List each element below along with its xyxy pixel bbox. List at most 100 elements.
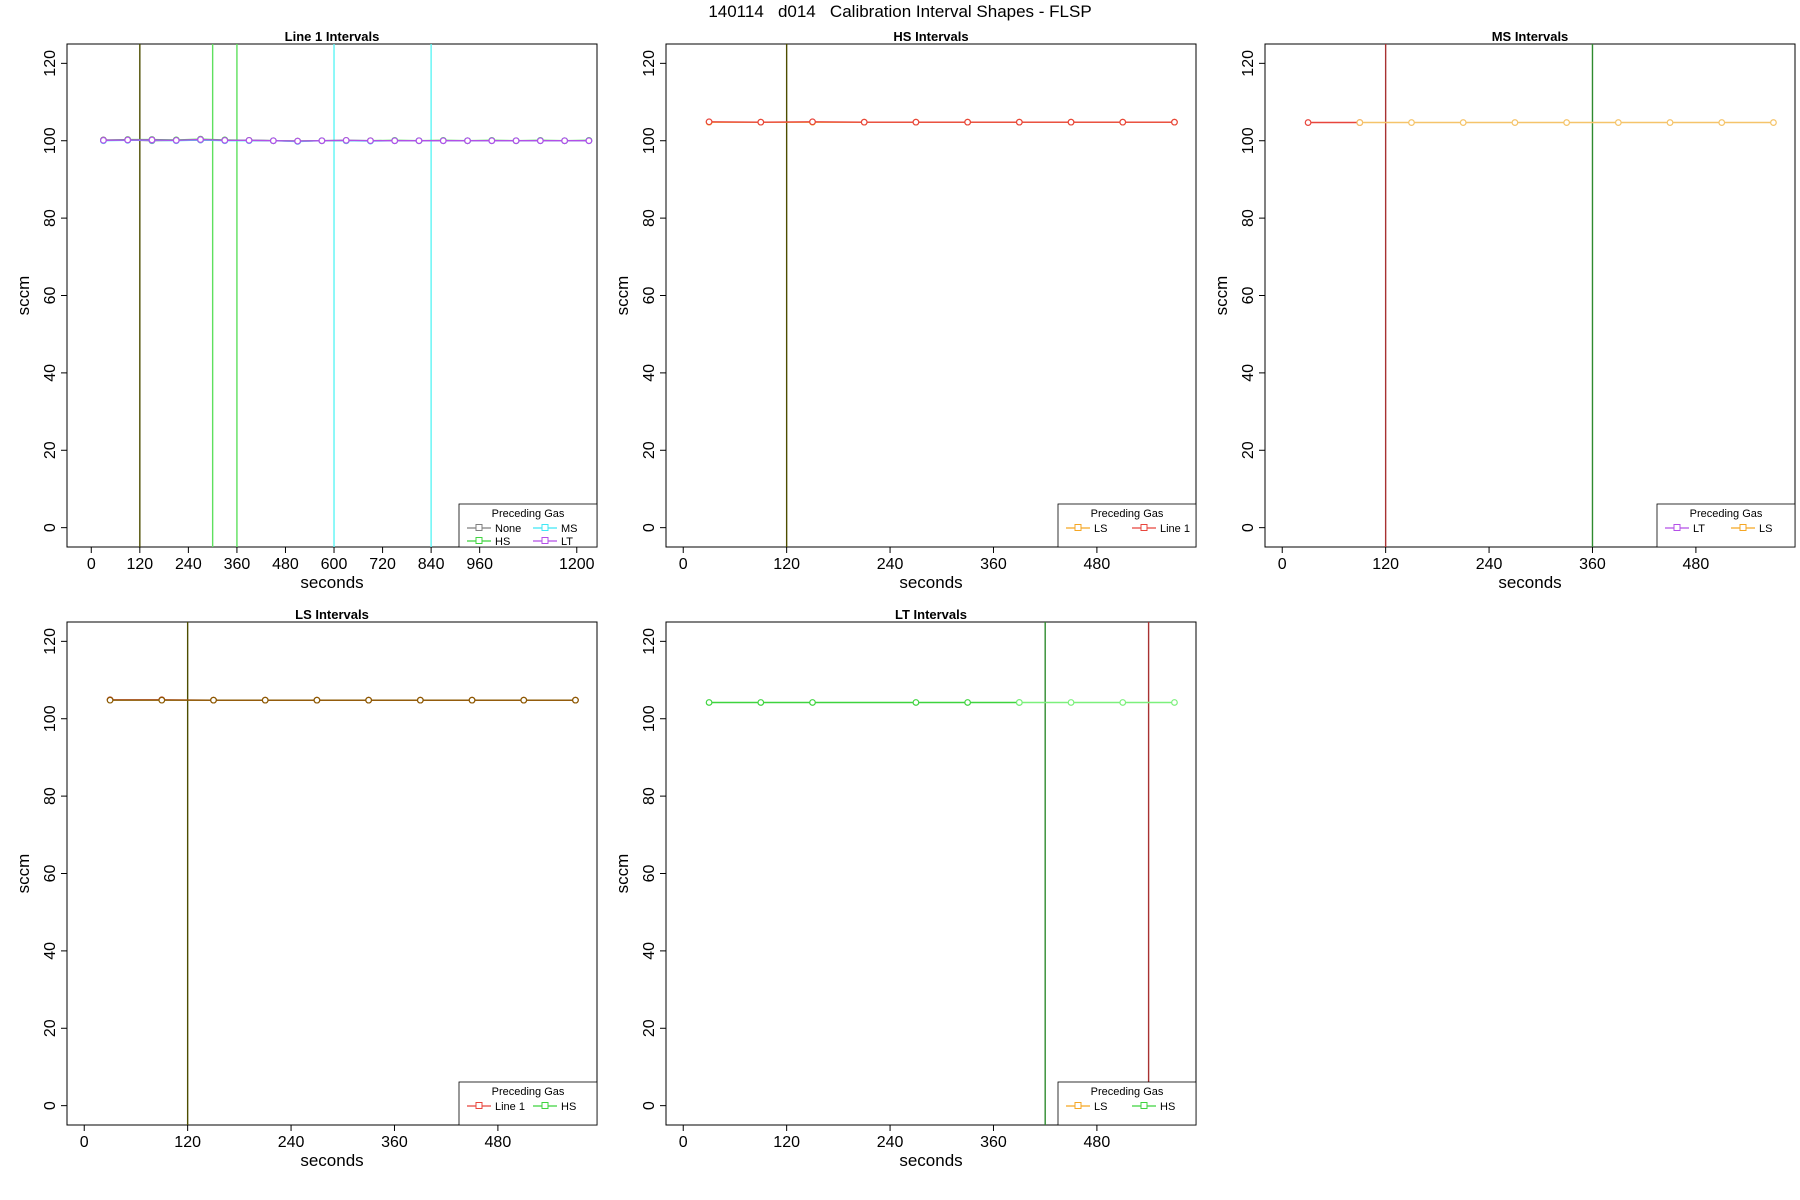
legend-swatch-marker	[1074, 524, 1082, 531]
x-tick-label: 0	[80, 1134, 89, 1151]
x-axis-label: seconds	[300, 1151, 363, 1170]
legend-entry-label: Line 1	[495, 1101, 525, 1113]
data-point	[464, 137, 471, 145]
plot-frame	[665, 43, 1197, 548]
data-point	[1718, 119, 1726, 126]
y-axis-label: sccm	[613, 276, 632, 316]
data-point	[757, 699, 765, 706]
x-tick-label: 360	[1579, 556, 1606, 573]
legend: Preceding Gas LS HS	[1057, 1081, 1197, 1126]
legend: Preceding Gas LT LS	[1656, 503, 1796, 548]
data-point	[1067, 699, 1075, 706]
data-point	[912, 699, 920, 706]
legend-swatch-marker	[1739, 524, 1747, 531]
x-tick-label: 960	[466, 556, 493, 573]
data-point	[1119, 118, 1127, 126]
data-point	[391, 137, 399, 145]
legend-entry-label: LT	[561, 536, 573, 548]
chart-panel-3: MS Intervals 0 120 240 360 480 0 20 40 60 80 100 120…	[1212, 29, 1796, 592]
data-point	[221, 136, 229, 144]
plot-frame	[1264, 43, 1796, 548]
data-point	[468, 696, 476, 704]
chart-panel-4: LS Intervals 0 120 240 360 480 0 20 40 60 80 100 120…	[14, 607, 598, 1170]
y-tick-label: 60	[641, 287, 658, 305]
x-tick-label: 840	[418, 556, 445, 573]
y-tick-label: 80	[641, 787, 658, 805]
x-tick-label: 360	[980, 556, 1007, 573]
y-tick-label: 20	[641, 1019, 658, 1037]
legend-entry-label: MS	[561, 523, 578, 535]
y-tick-label: 100	[1240, 127, 1257, 154]
x-tick-label: 600	[321, 556, 348, 573]
data-point	[1015, 699, 1023, 706]
legend-title: Preceding Gas	[492, 508, 565, 520]
x-axis-label: seconds	[899, 1151, 962, 1170]
x-tick-label: 120	[1372, 556, 1399, 573]
y-tick-label: 80	[1240, 209, 1257, 227]
legend-swatch-marker	[1140, 1102, 1148, 1109]
data-point	[536, 137, 544, 145]
x-tick-label: 360	[980, 1134, 1007, 1151]
data-point	[245, 136, 253, 144]
y-tick-label: 40	[641, 942, 658, 960]
legend-entry-label: None	[495, 523, 521, 535]
y-tick-label: 0	[641, 1101, 658, 1110]
data-point	[313, 696, 321, 704]
plot-frame	[66, 43, 598, 548]
chart-panel-2: HS Intervals 0 120 240 360 480 0 20 40 60 80 100 120…	[613, 29, 1197, 592]
y-tick-label: 20	[42, 1019, 59, 1037]
data-point	[809, 118, 816, 126]
legend-swatch-marker	[475, 537, 483, 544]
data-point	[100, 136, 107, 144]
x-tick-label: 480	[1084, 556, 1111, 573]
x-tick-label: 120	[126, 556, 153, 573]
data-point	[520, 696, 528, 704]
legend-title: Preceding Gas	[1690, 508, 1763, 520]
y-tick-label: 120	[641, 628, 658, 655]
data-point	[1563, 119, 1571, 126]
legend-entry-label: HS	[561, 1101, 576, 1113]
x-tick-label: 120	[773, 556, 800, 573]
x-tick-label: 480	[1683, 556, 1710, 573]
data-point	[809, 699, 816, 706]
panel-title: LT Intervals	[895, 607, 967, 622]
x-tick-label: 480	[485, 1134, 512, 1151]
data-point	[439, 137, 447, 145]
x-tick-label: 240	[1476, 556, 1503, 573]
data-point	[1511, 119, 1519, 126]
legend-entry-label: LT	[1693, 523, 1705, 535]
data-point	[124, 136, 132, 144]
data-point	[1304, 119, 1312, 126]
x-axis-label: seconds	[300, 573, 363, 592]
data-point	[1067, 118, 1075, 126]
y-tick-label: 100	[42, 705, 59, 732]
data-point	[1015, 118, 1023, 126]
y-tick-label: 80	[42, 209, 59, 227]
legend-title: Preceding Gas	[492, 1086, 565, 1098]
x-tick-label: 120	[174, 1134, 201, 1151]
y-tick-label: 40	[1240, 364, 1257, 382]
plot-frame	[665, 621, 1197, 1126]
panel-title: MS Intervals	[1492, 29, 1569, 44]
data-point	[912, 118, 920, 126]
data-point	[318, 137, 326, 145]
legend-swatch-marker	[475, 524, 483, 531]
data-point	[261, 696, 269, 704]
y-axis-label: sccm	[14, 854, 33, 894]
data-point	[269, 137, 277, 145]
y-tick-label: 60	[42, 865, 59, 883]
x-tick-label: 240	[175, 556, 202, 573]
data-point	[1770, 119, 1777, 126]
y-tick-label: 100	[42, 127, 59, 154]
x-tick-label: 0	[679, 556, 688, 573]
y-tick-label: 60	[1240, 287, 1257, 305]
data-point	[415, 137, 423, 145]
data-point	[512, 137, 520, 145]
y-tick-label: 120	[1240, 50, 1257, 77]
y-tick-label: 0	[42, 1101, 59, 1110]
legend: Preceding Gas LS Line 1	[1057, 503, 1197, 548]
legend-entry-label: LS	[1094, 1101, 1107, 1113]
legend-swatch-marker	[1074, 1102, 1082, 1109]
